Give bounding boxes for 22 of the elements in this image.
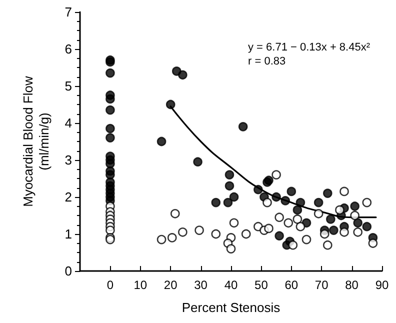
x-tick-label: 10 <box>134 278 148 292</box>
y-tick-label: 4 <box>64 116 72 130</box>
x-tick-label: 30 <box>194 278 208 292</box>
y-tick-label: 6 <box>64 42 72 56</box>
x-tick-label: 40 <box>224 278 238 292</box>
y-tick-label: 1 <box>64 226 72 242</box>
x-tick-label: 90 <box>375 278 389 292</box>
y-tick-label: 2 <box>64 190 72 204</box>
y-tick-label: 7 <box>64 4 72 20</box>
y-tick-label: 3 <box>64 152 72 168</box>
y-tick-label: 5 <box>64 78 72 94</box>
x-tick-label: 60 <box>284 278 298 292</box>
y-axis-title: Myocardial Blood Flow (ml/min/g) <box>20 76 52 207</box>
x-tick-label: 70 <box>314 278 329 292</box>
annotation: y = 6.71 − 0.13x + 8.45x² <box>248 42 370 54</box>
x-tick-label: 0 <box>106 278 114 292</box>
annotation: r = 0.83 <box>248 56 286 68</box>
y-tick-label: 0 <box>64 264 72 278</box>
x-tick-label: 20 <box>164 278 178 292</box>
x-axis-title: Percent Stenosis <box>182 300 281 315</box>
x-tick-label: 80 <box>345 278 359 292</box>
x-tick-label: 50 <box>254 278 268 292</box>
